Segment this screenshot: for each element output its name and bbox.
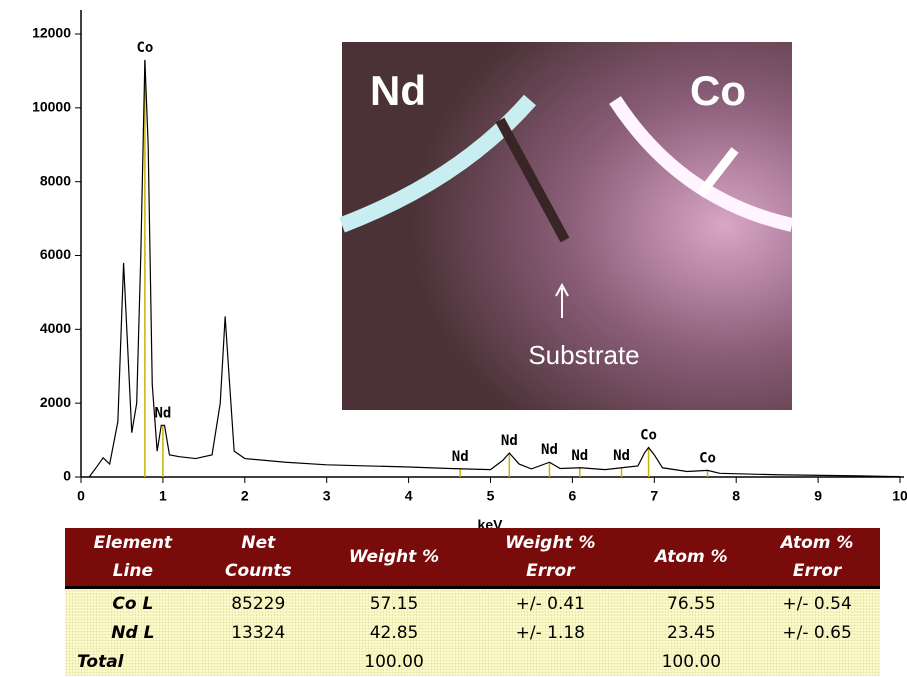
nd-shutter — [495, 117, 570, 243]
table-cell — [200, 647, 316, 676]
table-cell: 23.45 — [628, 618, 755, 647]
header-cell: Element Line — [65, 528, 201, 589]
peak-label: Nd — [541, 442, 558, 458]
header-cell: Net Counts — [200, 528, 316, 589]
co-shutter — [696, 147, 739, 198]
peak-label: Nd — [452, 449, 469, 465]
table-cell: 57.15 — [315, 587, 473, 618]
table-row: Co L 85229 57.15 +/- 0.41 76.55 +/- 0.54 — [65, 587, 880, 618]
results-table: Element Line Net Counts Weight % Weight % E… — [65, 528, 880, 676]
x-tick-label: 4 — [405, 488, 413, 504]
x-tick-label: 9 — [814, 488, 822, 504]
table-cell — [472, 647, 629, 676]
table-cell: 42.85 — [315, 618, 473, 647]
peak-label: Co — [699, 450, 716, 466]
header-cell: Weight % — [315, 528, 473, 589]
y-tick-label: 0 — [63, 468, 71, 484]
co-target-glow — [609, 96, 794, 232]
table-cell: 100.00 — [628, 647, 755, 676]
y-tick-label: 6000 — [40, 246, 71, 262]
table-cell: +/- 0.41 — [472, 587, 629, 618]
x-tick-label: 10 — [892, 488, 907, 504]
table-cell — [754, 647, 880, 676]
photo-label: Nd — [370, 67, 426, 114]
x-tick-label: 2 — [241, 488, 249, 504]
x-tick-label: 3 — [323, 488, 331, 504]
y-tick-label: 10000 — [32, 99, 71, 115]
y-tick-label: 2000 — [40, 394, 71, 410]
photo-label: Co — [690, 67, 746, 114]
table-row: Total 100.00 100.00 — [65, 647, 880, 676]
arrow-head — [555, 282, 569, 297]
photo-caption: Substrate — [528, 340, 639, 370]
header-cell: Atom % — [628, 528, 755, 589]
peak-label: Nd — [571, 448, 588, 464]
table-cell: 85229 — [200, 587, 316, 618]
photo: Nd Co Substrate — [339, 42, 794, 410]
table-cell: +/- 1.18 — [472, 618, 629, 647]
x-tick-label: 1 — [159, 488, 167, 504]
spectrum-line — [88, 59, 901, 478]
table-cell: Co L — [65, 587, 201, 618]
table-cell: 13324 — [200, 618, 316, 647]
peak-label: Nd — [613, 448, 630, 464]
x-tick-label: 6 — [569, 488, 577, 504]
peak-label: Co — [136, 40, 153, 56]
table-cell: Total — [65, 647, 201, 676]
y-tick-label: 4000 — [40, 320, 71, 336]
table-cell: +/- 0.54 — [754, 587, 880, 618]
nd-target-glow — [339, 94, 537, 233]
x-tick-label: 7 — [650, 488, 658, 504]
header-cell: Atom % Error — [754, 528, 880, 589]
table-row: Nd L 13324 42.85 +/- 1.18 23.45 +/- 0.65 — [65, 618, 880, 647]
chart: 0 2000 4000 6000 8000 10000 12000 0 1 2 3 4 5 6 7 8 9 10 k… — [32, 10, 907, 530]
x-tick-label: 5 — [487, 488, 495, 504]
table-cell: 76.55 — [628, 587, 755, 618]
x-tick-label: 8 — [732, 488, 740, 504]
table-cell: 100.00 — [315, 647, 473, 676]
peak-label: Nd — [501, 433, 518, 449]
peak-label: Nd — [154, 405, 171, 421]
peak-label: Co — [640, 427, 657, 443]
header-cell: Weight % Error — [472, 528, 629, 589]
header-row: Element Line Net Counts Weight % Weight % E… — [65, 528, 880, 589]
table-cell: Nd L — [65, 618, 201, 647]
y-tick-label: 12000 — [32, 25, 71, 41]
x-tick-label: 0 — [77, 488, 85, 504]
y-tick-label: 8000 — [40, 172, 71, 188]
table-cell: +/- 0.65 — [754, 618, 880, 647]
x-axis-label: keV — [478, 517, 504, 530]
photo-background — [342, 42, 792, 410]
